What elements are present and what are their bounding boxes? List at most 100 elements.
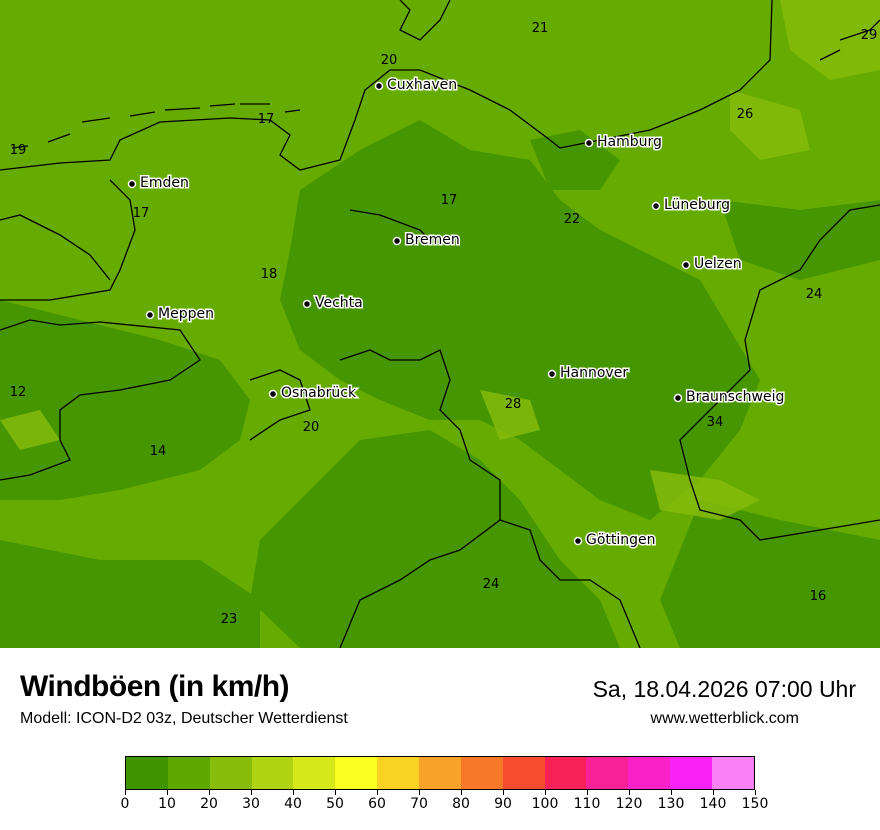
coastlines-borders [0, 0, 880, 648]
colorbar-tick-label: 60 [368, 796, 386, 812]
city-cuxhaven[interactable]: Cuxhaven [374, 76, 459, 95]
colorbar-segment [586, 757, 629, 789]
colorbar-segment [670, 757, 713, 789]
city-göttingen[interactable]: Göttingen [573, 531, 657, 550]
higher-wind-areas [0, 0, 880, 520]
city-lüneburg[interactable]: Lüneburg [651, 196, 732, 215]
colorbar-segment [377, 757, 420, 789]
city-dot-icon [547, 369, 557, 379]
city-label: Lüneburg [664, 197, 730, 213]
colorbar-tick [754, 790, 756, 795]
city-label: Bremen [405, 232, 460, 248]
city-dot-icon [127, 179, 137, 189]
colorbar-tick [334, 790, 336, 795]
city-hannover[interactable]: Hannover [547, 364, 630, 383]
colorbar-segment [167, 757, 210, 789]
city-dot-icon [302, 299, 312, 309]
colorbar-tick-label: 140 [699, 796, 727, 812]
gust-value-label: 26 [737, 107, 754, 122]
city-label: Hannover [560, 365, 628, 381]
colorbar-tick [166, 790, 168, 795]
city-emden[interactable]: Emden [127, 174, 190, 193]
gust-value-label: 34 [707, 415, 724, 430]
website-link[interactable]: www.wetterblick.com [650, 710, 799, 727]
colorbar-segment [293, 757, 336, 789]
colorbar-segment [628, 757, 671, 789]
city-label: Uelzen [694, 256, 742, 272]
city-label: Meppen [158, 306, 214, 322]
city-braunschweig[interactable]: Braunschweig [673, 388, 786, 407]
city-dot-icon [573, 536, 583, 546]
gust-value-label: 17 [258, 112, 275, 127]
city-dot-icon [145, 310, 155, 320]
colorbar-tick-label: 80 [452, 796, 470, 812]
gust-value-label: 16 [810, 589, 827, 604]
colorbar-tick-label: 0 [120, 796, 130, 812]
colorbar-segment [502, 757, 545, 789]
colorbar-tick-label: 150 [741, 796, 769, 812]
colorbar-segment [335, 757, 378, 789]
colorbar-tick [250, 790, 252, 795]
wind-gust-map[interactable]: 21 29 20 26 17 19 17 17 22 18 24 12 28 34 20 14 24 16 23 C… [0, 0, 880, 648]
colorbar [125, 756, 755, 790]
gust-value-label: 29 [861, 28, 878, 43]
gust-value-label: 24 [483, 577, 500, 592]
colorbar-tick-label: 40 [284, 796, 302, 812]
city-dot-icon [392, 236, 402, 246]
city-dot-icon [673, 393, 683, 403]
gust-value-label: 20 [303, 420, 320, 435]
colorbar-tick-label: 130 [657, 796, 685, 812]
city-dot-icon [681, 260, 691, 270]
city-label: Hamburg [597, 134, 662, 150]
colorbar-tick [502, 790, 504, 795]
city-meppen[interactable]: Meppen [145, 305, 215, 324]
colorbar-segment [209, 757, 252, 789]
colorbar-tick [670, 790, 672, 795]
city-label: Emden [140, 175, 189, 191]
gust-value-label: 18 [261, 267, 278, 282]
city-label: Osnabrück [281, 385, 357, 401]
forecast-datetime: Sa, 18.04.2026 07:00 Uhr [592, 676, 856, 702]
gust-value-label: 23 [221, 612, 238, 627]
gust-value-label: 28 [505, 397, 522, 412]
colorbar-tick [124, 790, 126, 795]
gust-value-label: 24 [806, 287, 823, 302]
city-label: Braunschweig [686, 389, 784, 405]
colorbar-tick [712, 790, 714, 795]
colorbar-segment [126, 757, 168, 789]
colorbar-tick [544, 790, 546, 795]
colorbar-tick [628, 790, 630, 795]
colorbar-tick-label: 100 [531, 796, 559, 812]
gust-value-label: 12 [10, 385, 27, 400]
colorbar-tick [292, 790, 294, 795]
gust-value-label: 22 [564, 212, 581, 227]
colorbar-segment [460, 757, 503, 789]
colorbar-tick-label: 10 [158, 796, 176, 812]
city-label: Cuxhaven [387, 77, 457, 93]
city-hamburg[interactable]: Hamburg [584, 133, 663, 152]
city-vechta[interactable]: Vechta [302, 294, 364, 313]
colorbar-segment [544, 757, 587, 789]
model-source: Modell: ICON-D2 03z, Deutscher Wetterdie… [20, 710, 348, 727]
city-label: Göttingen [586, 532, 656, 548]
city-dot-icon [651, 201, 661, 211]
city-uelzen[interactable]: Uelzen [681, 255, 743, 274]
colorbar-tick [460, 790, 462, 795]
colorbar-tick-label: 70 [410, 796, 428, 812]
colorbar-segment [251, 757, 294, 789]
map-footer: Windböen (in km/h) Modell: ICON-D2 03z, … [0, 648, 880, 830]
gust-value-label: 19 [10, 143, 27, 158]
gust-value-label: 20 [381, 53, 398, 68]
city-label: Vechta [315, 295, 363, 311]
city-bremen[interactable]: Bremen [392, 231, 461, 250]
city-dot-icon [374, 81, 384, 91]
colorbar-tick-label: 30 [242, 796, 260, 812]
colorbar-tick-label: 110 [573, 796, 601, 812]
colorbar-tick [208, 790, 210, 795]
colorbar-segment [419, 757, 461, 789]
city-osnabrück[interactable]: Osnabrück [268, 384, 358, 403]
colorbar-tick [418, 790, 420, 795]
colorbar-tick-label: 120 [615, 796, 643, 812]
city-dot-icon [268, 389, 278, 399]
value-labels: 21 29 20 26 17 19 17 17 22 18 24 12 28 34 20 14 24 16 23 [10, 21, 878, 627]
